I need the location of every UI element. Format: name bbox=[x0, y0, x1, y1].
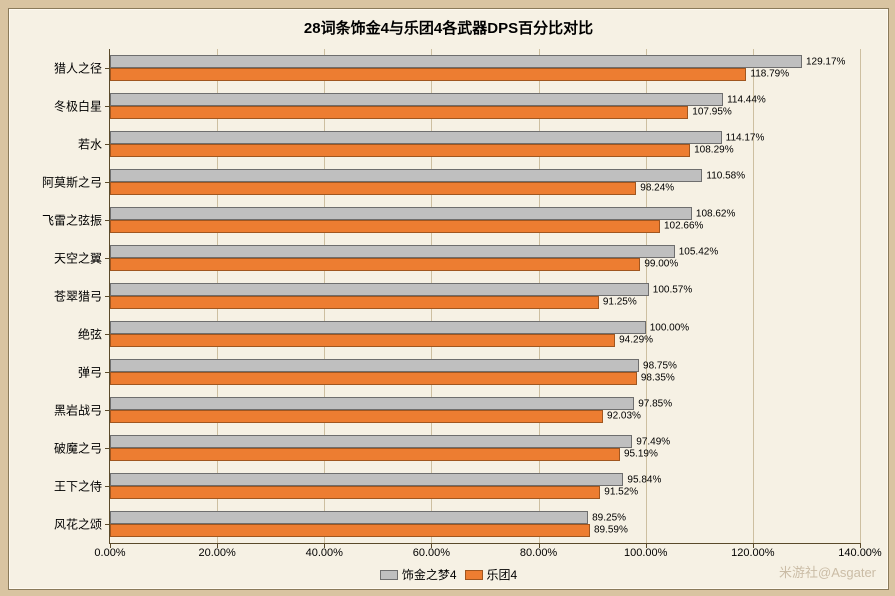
value-label: 114.17% bbox=[726, 132, 765, 143]
bar bbox=[110, 144, 690, 156]
value-label: 100.57% bbox=[653, 284, 692, 295]
xtick-label: 0.00% bbox=[94, 547, 125, 559]
value-label: 129.17% bbox=[806, 56, 845, 67]
bar bbox=[110, 511, 588, 523]
legend-item: 饰金之梦4 bbox=[380, 566, 457, 583]
chart-frame: 28词条饰金4与乐团4各武器DPS百分比对比 0.00%20.00%40.00%… bbox=[8, 8, 889, 590]
category-label: 苍翠猎弓 bbox=[54, 288, 102, 305]
legend-item: 乐团4 bbox=[465, 566, 518, 583]
bar bbox=[110, 207, 692, 219]
bar bbox=[110, 486, 600, 498]
gridline bbox=[753, 49, 754, 543]
value-label: 97.85% bbox=[638, 398, 672, 409]
category-label: 飞雷之弦振 bbox=[42, 212, 102, 229]
bar bbox=[110, 334, 615, 346]
gridline bbox=[646, 49, 647, 543]
category-label: 破魔之弓 bbox=[54, 440, 102, 457]
bar bbox=[110, 359, 639, 371]
bar bbox=[110, 182, 636, 194]
xtick-label: 120.00% bbox=[731, 547, 774, 559]
category-label: 天空之翼 bbox=[54, 250, 102, 267]
bar bbox=[110, 245, 675, 257]
value-label: 114.44% bbox=[727, 94, 766, 105]
value-label: 99.00% bbox=[644, 259, 678, 270]
value-label: 105.42% bbox=[679, 246, 718, 257]
bar bbox=[110, 131, 722, 143]
gridline bbox=[860, 49, 861, 543]
value-label: 108.29% bbox=[694, 145, 733, 156]
value-label: 91.52% bbox=[604, 487, 638, 498]
value-label: 94.29% bbox=[619, 335, 653, 346]
category-label: 风花之颂 bbox=[54, 516, 102, 533]
bar bbox=[110, 296, 599, 308]
value-label: 92.03% bbox=[607, 411, 641, 422]
value-label: 102.66% bbox=[664, 221, 703, 232]
value-label: 100.00% bbox=[650, 322, 689, 333]
bar bbox=[110, 68, 746, 80]
value-label: 95.19% bbox=[624, 449, 658, 460]
bar bbox=[110, 410, 603, 422]
legend-swatch bbox=[380, 570, 398, 580]
value-label: 118.79% bbox=[750, 69, 789, 80]
xtick-label: 20.00% bbox=[198, 547, 235, 559]
bar bbox=[110, 220, 660, 232]
category-label: 弹弓 bbox=[78, 364, 102, 381]
legend: 饰金之梦4 乐团4 bbox=[9, 566, 888, 583]
bar bbox=[110, 524, 590, 536]
category-label: 阿莫斯之弓 bbox=[42, 174, 102, 191]
bar bbox=[110, 283, 649, 295]
bar bbox=[110, 55, 802, 67]
xtick-label: 140.00% bbox=[838, 547, 881, 559]
value-label: 89.59% bbox=[594, 525, 628, 536]
category-label: 绝弦 bbox=[78, 326, 102, 343]
xtick-label: 100.00% bbox=[624, 547, 667, 559]
legend-label: 乐团4 bbox=[487, 566, 518, 583]
bar bbox=[110, 372, 637, 384]
bar bbox=[110, 321, 646, 333]
category-label: 王下之侍 bbox=[54, 478, 102, 495]
bar bbox=[110, 448, 620, 460]
value-label: 95.84% bbox=[627, 474, 661, 485]
legend-label: 饰金之梦4 bbox=[402, 566, 457, 583]
value-label: 98.35% bbox=[641, 373, 675, 384]
value-label: 110.58% bbox=[706, 170, 745, 181]
bar bbox=[110, 397, 634, 409]
bar bbox=[110, 435, 632, 447]
legend-swatch bbox=[465, 570, 483, 580]
value-label: 91.25% bbox=[603, 297, 637, 308]
chart-title: 28词条饰金4与乐团4各武器DPS百分比对比 bbox=[9, 17, 888, 38]
category-label: 猎人之径 bbox=[54, 60, 102, 77]
xtick-label: 60.00% bbox=[413, 547, 450, 559]
value-label: 89.25% bbox=[592, 512, 626, 523]
value-label: 108.62% bbox=[696, 208, 735, 219]
value-label: 98.75% bbox=[643, 360, 677, 371]
value-label: 98.24% bbox=[640, 183, 674, 194]
value-label: 97.49% bbox=[636, 436, 670, 447]
bar bbox=[110, 258, 640, 270]
category-label: 黑岩战弓 bbox=[54, 402, 102, 419]
xtick-label: 80.00% bbox=[520, 547, 557, 559]
bar bbox=[110, 169, 702, 181]
category-label: 若水 bbox=[78, 136, 102, 153]
bar bbox=[110, 106, 688, 118]
value-label: 107.95% bbox=[692, 107, 731, 118]
bar bbox=[110, 93, 723, 105]
chart-plot-area: 0.00%20.00%40.00%60.00%80.00%100.00%120.… bbox=[109, 49, 860, 544]
bar bbox=[110, 473, 623, 485]
category-label: 冬极白星 bbox=[54, 98, 102, 115]
xtick-label: 40.00% bbox=[306, 547, 343, 559]
